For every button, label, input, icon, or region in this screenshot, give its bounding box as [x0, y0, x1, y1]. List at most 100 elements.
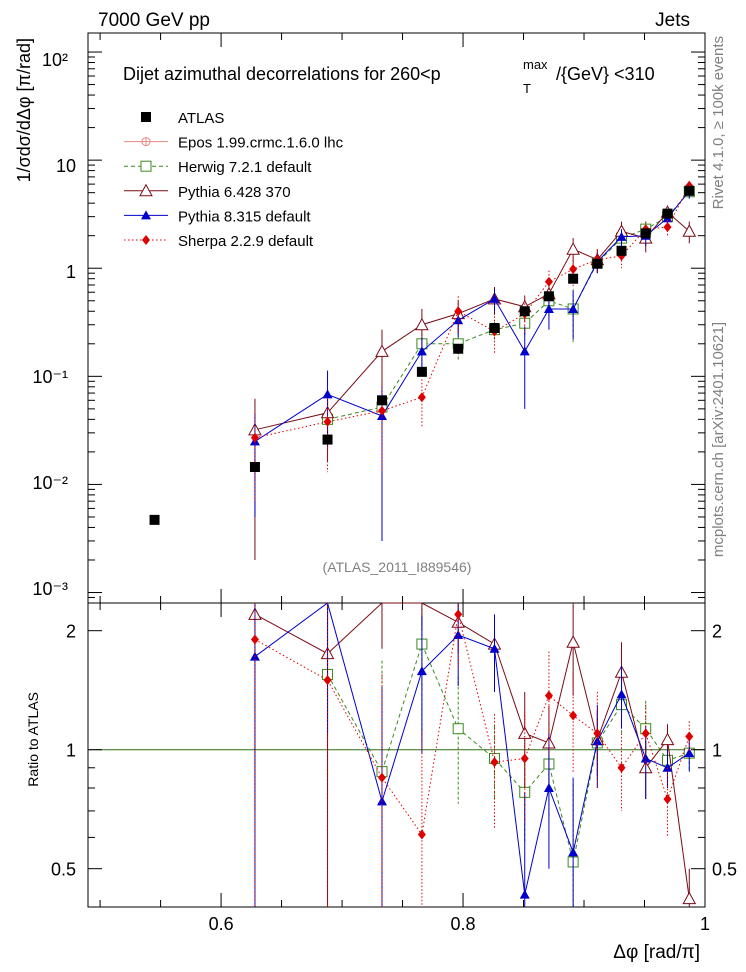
main-pythia8-point [489, 293, 500, 303]
main-pythia8-point [519, 346, 530, 356]
legend-label-herwig: Herwig 7.2.1 default [178, 159, 312, 176]
ratio-pythia6-point [660, 732, 675, 746]
ratio-sherpa-point [417, 829, 426, 840]
ratio-ytick-label: 1 [66, 741, 76, 761]
ratio-sherpa-point [569, 710, 578, 721]
ytick-label-e0: 1 [66, 262, 76, 282]
main-atlas-point [543, 291, 554, 302]
title-tail: /{GeV} <310 [556, 64, 655, 84]
ratio-ytick-label: 2 [66, 622, 76, 642]
main-sherpa-line [254, 185, 690, 439]
main-sherpa-point [250, 432, 259, 443]
main-pythia8-point [453, 315, 464, 325]
main-atlas-point [489, 322, 500, 333]
ratio-pythia6-point [682, 891, 697, 905]
ratio-ytick-label-right: 1 [712, 741, 722, 761]
main-atlas-point [616, 245, 627, 256]
ratio-pythia8-point [489, 643, 500, 653]
legend-label-pythia6: Pythia 6.428 370 [178, 184, 291, 201]
main-atlas-point [376, 395, 387, 406]
main-pythia6-point [682, 224, 697, 237]
legend-entry-herwig: Herwig 7.2.1 default [124, 159, 312, 176]
main-pythia6-point [415, 317, 429, 331]
ratio-sherpa-point [323, 675, 332, 686]
ratio-sherpa-point [490, 757, 499, 768]
main-pythia6-point [375, 344, 389, 357]
tick-labels: 0.6 0.8 1 0.5 0.5 1 1 2 2 [51, 33, 737, 934]
main-atlas-point [640, 228, 651, 239]
ratio-sherpa-point [685, 731, 694, 742]
ratio-pythia8-point [568, 847, 579, 857]
main-pythia8-line [254, 190, 690, 442]
title-superscript: max [523, 57, 548, 72]
ratio-pythia8-line [254, 602, 690, 895]
main-atlas-point [416, 366, 427, 377]
main-atlas-point [322, 434, 333, 445]
main-sherpa-point [663, 222, 672, 233]
x-axis-label: Δφ [rad/π] [613, 942, 700, 963]
chart-title: Dijet azimuthal decorrelations for 260<p [123, 64, 441, 84]
ratio-pythia6-point [566, 635, 580, 648]
ytick-label-e2: 10² [42, 50, 68, 70]
ytick-label-e-1: 10⁻¹ [32, 367, 68, 387]
main-sherpa-point [417, 392, 426, 403]
main-pythia6-line [254, 211, 690, 431]
main-pythia8-point [416, 346, 427, 356]
main-pythia8-point [616, 231, 627, 241]
legend-marker-epos [141, 137, 151, 147]
ratio-pythia8-point [616, 689, 627, 699]
source-label: mcplots.cern.ch [arXiv:2401.10621] [710, 322, 727, 557]
ratio-pythia8-point [592, 736, 603, 746]
legend-entry-pythia6: Pythia 6.428 370 [124, 183, 291, 201]
ratio-sherpa-point [454, 609, 463, 620]
ytick-label-e-2: 10⁻² [32, 473, 68, 493]
legend-marker-sherpa [142, 235, 150, 245]
ratio-sherpa-point [641, 728, 650, 739]
xtick-label: 1 [700, 914, 710, 934]
main-sherpa-point [544, 276, 553, 287]
ratio-pythia8-point [662, 762, 673, 772]
main-sherpa-point [377, 405, 386, 416]
legend-marker-herwig [140, 160, 152, 172]
main-atlas-point [568, 273, 579, 284]
main-ylabel: 1/σdσ/dΔφ [π/rad] [14, 38, 34, 182]
main-sherpa-point [454, 306, 463, 317]
main-pythia8-point [322, 389, 333, 399]
ratio-pythia8-point [416, 666, 427, 676]
legend-entry-epos: Epos 1.99.crmc.1.6.0 lhc [124, 135, 344, 152]
main-pythia6-point [566, 242, 580, 255]
ratio-pythia8-point [543, 782, 554, 792]
ratio-pythia8-point [519, 889, 530, 899]
xtick-label: 0.6 [209, 914, 234, 934]
ratio-sherpa-point [617, 762, 626, 773]
ratio-sherpa-point [520, 753, 529, 764]
main-atlas-point [519, 306, 530, 317]
legend-label-atlas: ATLAS [178, 110, 224, 127]
legend-label-sherpa: Sherpa 2.2.9 default [178, 233, 314, 250]
ratio-sherpa-point [250, 634, 259, 645]
main-sherpa-point [323, 416, 332, 427]
ratio-pythia8-point [684, 748, 695, 758]
main-atlas-point [662, 208, 673, 219]
rivet-label: Rivet 4.1.0, ≥ 100k events [710, 36, 727, 209]
main-atlas-point [149, 514, 160, 525]
legend: ATLAS Epos 1.99.crmc.1.6.0 lhc Herwig 7.2.… [124, 110, 344, 250]
main-atlas-point [453, 343, 464, 354]
ratio-herwig-point [452, 723, 464, 735]
ratio-plot [87, 602, 706, 908]
legend-marker-atlas [141, 112, 151, 122]
main-pythia8-point [543, 303, 554, 313]
ratio-ytick-label-right: 0.5 [712, 860, 737, 880]
legend-marker-pythia8 [141, 210, 151, 220]
legend-marker-pythia6 [139, 183, 153, 197]
ratio-ytick-label-right: 2 [712, 622, 722, 642]
legend-entry-pythia8: Pythia 8.315 default [124, 208, 311, 225]
legend-entry-sherpa: Sherpa 2.2.9 default [124, 233, 314, 250]
legend-entry-atlas: ATLAS [141, 110, 224, 127]
category-label: Jets [655, 10, 690, 31]
ratio-sherpa-point [544, 690, 553, 701]
energy-label: 7000 GeV pp [98, 10, 210, 31]
ratio-sherpa-point [593, 728, 602, 739]
ytick-label-e1: 10 [56, 156, 76, 176]
